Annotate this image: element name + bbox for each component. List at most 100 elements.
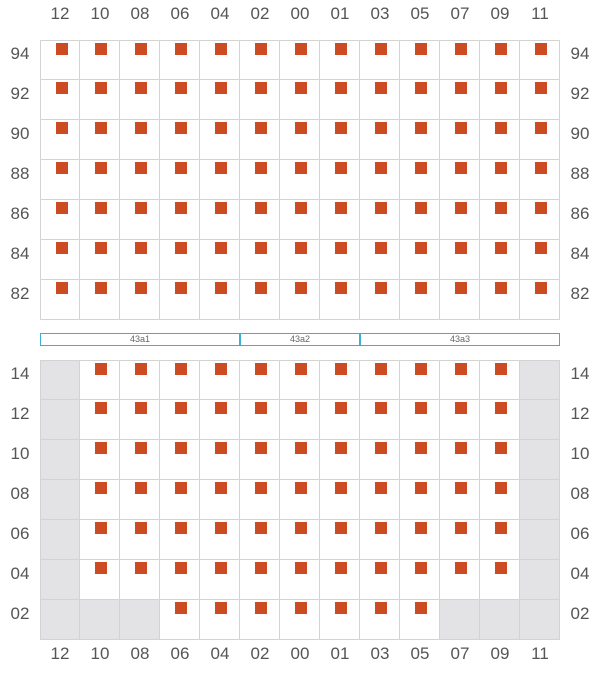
seat-14-04[interactable] [215,363,227,375]
seat-90-07[interactable] [455,122,467,134]
seat-94-11[interactable] [535,43,547,55]
seat-12-06[interactable] [175,402,187,414]
seat-92-09[interactable] [495,82,507,94]
seat-86-09[interactable] [495,202,507,214]
seat-90-03[interactable] [375,122,387,134]
seat-14-03[interactable] [375,363,387,375]
seat-88-01[interactable] [335,162,347,174]
seat-92-11[interactable] [535,82,547,94]
seat-88-00[interactable] [295,162,307,174]
seat-04-07[interactable] [455,562,467,574]
seat-14-08[interactable] [135,363,147,375]
seat-94-07[interactable] [455,43,467,55]
seat-84-04[interactable] [215,242,227,254]
seat-14-07[interactable] [455,363,467,375]
seat-06-05[interactable] [415,522,427,534]
seat-12-08[interactable] [135,402,147,414]
seat-82-07[interactable] [455,282,467,294]
seat-82-01[interactable] [335,282,347,294]
seat-08-02[interactable] [255,482,267,494]
seat-82-10[interactable] [95,282,107,294]
seat-04-10[interactable] [95,562,107,574]
seat-94-12[interactable] [56,43,68,55]
seat-88-03[interactable] [375,162,387,174]
seat-08-08[interactable] [135,482,147,494]
seat-90-09[interactable] [495,122,507,134]
seat-88-11[interactable] [535,162,547,174]
seat-14-09[interactable] [495,363,507,375]
seat-86-07[interactable] [455,202,467,214]
seat-94-08[interactable] [135,43,147,55]
seat-14-05[interactable] [415,363,427,375]
seat-82-12[interactable] [56,282,68,294]
seat-14-00[interactable] [295,363,307,375]
seat-90-05[interactable] [415,122,427,134]
seat-84-08[interactable] [135,242,147,254]
seat-06-03[interactable] [375,522,387,534]
zone-43a3[interactable]: 43a3 [360,333,560,346]
seat-84-12[interactable] [56,242,68,254]
seat-94-06[interactable] [175,43,187,55]
seat-90-02[interactable] [255,122,267,134]
seat-14-02[interactable] [255,363,267,375]
seat-94-05[interactable] [415,43,427,55]
seat-08-04[interactable] [215,482,227,494]
seat-84-11[interactable] [535,242,547,254]
seat-04-05[interactable] [415,562,427,574]
seat-86-11[interactable] [535,202,547,214]
seat-92-03[interactable] [375,82,387,94]
seat-02-05[interactable] [415,602,427,614]
seat-08-06[interactable] [175,482,187,494]
seat-94-01[interactable] [335,43,347,55]
seat-08-00[interactable] [295,482,307,494]
seat-06-06[interactable] [175,522,187,534]
seat-92-02[interactable] [255,82,267,94]
seat-90-08[interactable] [135,122,147,134]
seat-82-06[interactable] [175,282,187,294]
seat-12-00[interactable] [295,402,307,414]
seat-86-02[interactable] [255,202,267,214]
seat-94-03[interactable] [375,43,387,55]
seat-84-10[interactable] [95,242,107,254]
seat-84-05[interactable] [415,242,427,254]
seat-04-06[interactable] [175,562,187,574]
seat-12-02[interactable] [255,402,267,414]
seat-12-07[interactable] [455,402,467,414]
seat-92-04[interactable] [215,82,227,94]
seat-04-03[interactable] [375,562,387,574]
seat-10-08[interactable] [135,442,147,454]
seat-10-07[interactable] [455,442,467,454]
seat-06-02[interactable] [255,522,267,534]
seat-84-03[interactable] [375,242,387,254]
seat-82-04[interactable] [215,282,227,294]
seat-10-10[interactable] [95,442,107,454]
seat-88-09[interactable] [495,162,507,174]
seat-92-12[interactable] [56,82,68,94]
seat-94-02[interactable] [255,43,267,55]
seat-12-09[interactable] [495,402,507,414]
zone-43a2[interactable]: 43a2 [240,333,360,346]
seat-10-06[interactable] [175,442,187,454]
seat-86-08[interactable] [135,202,147,214]
seat-06-08[interactable] [135,522,147,534]
seat-14-06[interactable] [175,363,187,375]
seat-08-10[interactable] [95,482,107,494]
seat-92-10[interactable] [95,82,107,94]
seat-90-06[interactable] [175,122,187,134]
seat-86-12[interactable] [56,202,68,214]
seat-82-08[interactable] [135,282,147,294]
seat-02-00[interactable] [295,602,307,614]
seat-10-02[interactable] [255,442,267,454]
seat-12-01[interactable] [335,402,347,414]
seat-84-06[interactable] [175,242,187,254]
seat-08-09[interactable] [495,482,507,494]
seat-86-04[interactable] [215,202,227,214]
seat-06-04[interactable] [215,522,227,534]
seat-90-11[interactable] [535,122,547,134]
seat-12-03[interactable] [375,402,387,414]
seat-02-04[interactable] [215,602,227,614]
seat-94-00[interactable] [295,43,307,55]
seat-82-09[interactable] [495,282,507,294]
seat-88-12[interactable] [56,162,68,174]
seat-94-04[interactable] [215,43,227,55]
